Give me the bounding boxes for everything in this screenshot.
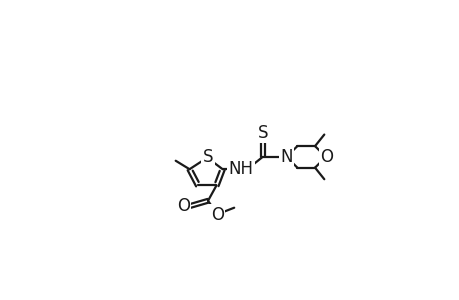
Text: O: O [177,197,190,215]
Text: S: S [257,124,268,142]
Text: O: O [210,206,223,224]
Text: S: S [202,148,213,166]
Text: O: O [319,148,332,166]
Text: NH: NH [228,160,253,178]
Text: N: N [280,148,292,166]
